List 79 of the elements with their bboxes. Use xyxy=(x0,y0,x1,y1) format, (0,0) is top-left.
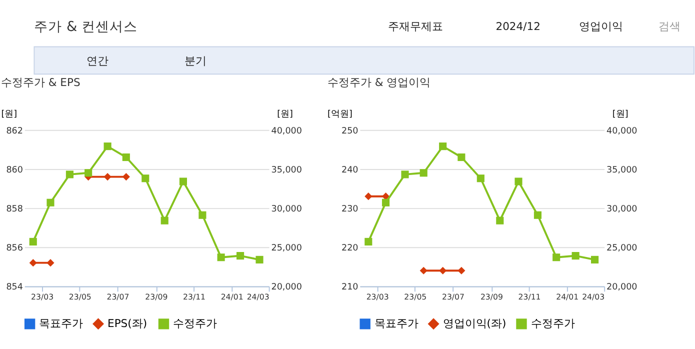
legend-label: 수정주가 xyxy=(173,316,218,330)
text: 영업이익 xyxy=(579,20,624,34)
y2-tick-label: 20,000 xyxy=(606,282,638,293)
point xyxy=(179,178,188,186)
y-tick-label: 230 xyxy=(341,204,358,214)
chart-title: 수정주가 & 영업이익 xyxy=(327,76,431,89)
point xyxy=(256,256,264,264)
y2-tick-label: 30,000 xyxy=(606,204,638,214)
legend-label: 수정주가 xyxy=(530,316,575,330)
y2-axis-title: [원] xyxy=(612,110,628,120)
point xyxy=(29,238,37,246)
y-tick-label: 250 xyxy=(341,126,358,136)
y-tick-label: 854 xyxy=(6,282,24,293)
y2-tick-label: 30,000 xyxy=(271,204,302,214)
legend-label: 목표주가 xyxy=(374,316,418,330)
x-tick-label: 23/09 xyxy=(480,292,503,302)
point xyxy=(142,174,150,182)
x-tick-label: 23/03 xyxy=(366,292,389,302)
point xyxy=(198,211,206,219)
y-tick-label: 220 xyxy=(341,244,358,254)
point xyxy=(496,216,504,224)
point xyxy=(104,142,112,150)
chart-title: 수정주가 & EPS xyxy=(0,76,80,89)
point xyxy=(552,254,560,262)
x-tick-label: 23/09 xyxy=(145,292,168,302)
y2-axis-title: [원] xyxy=(277,110,293,120)
x-tick-label: 23/07 xyxy=(106,292,130,302)
text: 분기 xyxy=(184,54,206,68)
point xyxy=(66,170,74,178)
point xyxy=(217,254,225,262)
text: 검색 xyxy=(658,20,681,34)
x-tick-label: 23/05 xyxy=(404,292,427,302)
y-tick-label: 862 xyxy=(6,126,23,136)
point xyxy=(236,252,244,260)
y2-tick-label: 25,000 xyxy=(606,244,638,254)
point xyxy=(476,174,484,182)
point xyxy=(122,153,130,162)
y-tick-label: 210 xyxy=(341,282,358,293)
y-axis-title: [원] xyxy=(1,110,18,120)
x-tick-label: 23/05 xyxy=(68,292,92,302)
x-tick-label: 24/03 xyxy=(582,292,605,302)
y-tick-label: 240 xyxy=(341,165,358,176)
point xyxy=(401,170,409,178)
x-tick-label: 24/03 xyxy=(246,292,270,302)
y2-tick-label: 40,000 xyxy=(606,126,638,136)
point xyxy=(382,198,390,206)
y2-tick-label: 35,000 xyxy=(606,165,638,176)
y2-tick-label: 25,000 xyxy=(271,244,302,254)
text: 주가 & 컨센서스 xyxy=(34,19,138,36)
legend-label: 영업이익(좌) xyxy=(442,316,506,330)
point xyxy=(420,169,428,177)
y-tick-label: 858 xyxy=(6,204,23,214)
legend-label: EPS(좌) xyxy=(108,316,148,330)
y2-tick-label: 35,000 xyxy=(271,165,302,176)
y2-tick-label: 20,000 xyxy=(271,282,302,293)
point xyxy=(572,252,580,260)
point xyxy=(458,153,466,162)
point xyxy=(591,256,599,264)
x-tick-label: 24/01 xyxy=(220,292,244,302)
x-tick-label: 23/03 xyxy=(31,292,54,302)
point xyxy=(364,238,372,246)
y-tick-label: 860 xyxy=(6,165,23,176)
x-tick-label: 23/07 xyxy=(442,292,465,302)
y-tick-label: 856 xyxy=(6,244,24,254)
point xyxy=(84,169,92,177)
x-tick-label: 23/11 xyxy=(518,292,541,302)
text: 연간 xyxy=(86,54,109,68)
legend-label: 목표주가 xyxy=(39,316,84,330)
point xyxy=(439,142,447,150)
x-tick-label: 23/11 xyxy=(183,292,206,302)
point xyxy=(46,198,54,206)
text: 2024/12 xyxy=(496,20,540,34)
text: 주재무제표 xyxy=(388,20,443,34)
y2-tick-label: 40,000 xyxy=(271,126,302,136)
y-axis-title: [억원] xyxy=(328,110,352,120)
point xyxy=(534,211,542,219)
point xyxy=(160,216,168,224)
x-tick-label: 24/01 xyxy=(556,292,579,302)
point xyxy=(514,178,522,186)
